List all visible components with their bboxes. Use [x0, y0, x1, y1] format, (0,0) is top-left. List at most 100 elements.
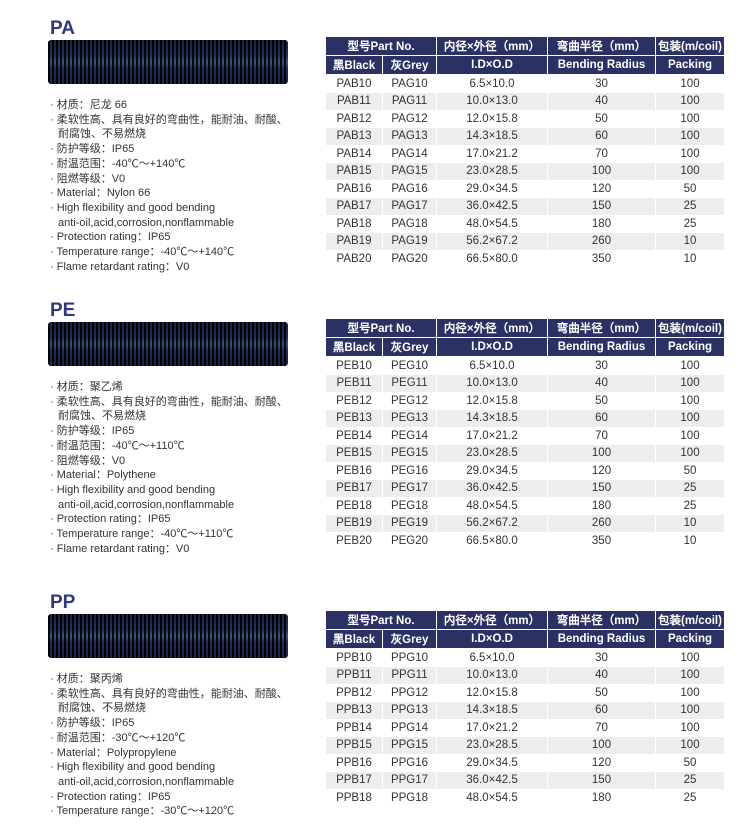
cell-bending-radius: 150: [547, 479, 656, 497]
header-packing: 包装(m/coil): [655, 610, 725, 630]
cell-bending-radius: 50: [547, 110, 656, 128]
cell-bending-radius: 350: [547, 532, 656, 550]
cell-black-part: PPB15: [325, 736, 383, 754]
cell-bending-radius: 60: [547, 127, 656, 145]
cell-black-part: PPB13: [325, 701, 383, 719]
cell-packing: 100: [655, 110, 725, 128]
spec-item: anti-oil,acid,corrosion,nonflammable: [58, 775, 235, 788]
header-packing-en: Packing: [655, 337, 725, 357]
table-row: PAB14 PAG14 17.0×21.2 70 100: [325, 145, 725, 163]
cell-black-part: PAB13: [325, 127, 383, 145]
spec-item: · 防护等级：IP65: [50, 717, 135, 730]
cell-id-od: 48.0×54.5: [436, 789, 548, 807]
cell-id-od: 14.3×18.5: [436, 409, 548, 427]
header-packing-en: Packing: [655, 629, 725, 649]
cell-black-part: PEB19: [325, 514, 383, 532]
cell-packing: 100: [655, 684, 725, 702]
header-black: 黑Black: [325, 629, 383, 649]
cell-bending-radius: 120: [547, 180, 656, 198]
cell-bending-radius: 60: [547, 409, 656, 427]
cell-packing: 100: [655, 719, 725, 737]
spec-item: · 耐温范围：-40℃～+110℃: [50, 439, 185, 452]
spec-item: · 阻燃等级：V0: [50, 454, 126, 467]
cell-black-part: PAB12: [325, 110, 383, 128]
table-row: PAB12 PAG12 12.0×15.8 50 100: [325, 110, 725, 128]
cell-black-part: PPB10: [325, 648, 383, 667]
cell-packing: 25: [655, 497, 725, 515]
cell-bending-radius: 30: [547, 356, 656, 375]
cell-id-od: 66.5×80.0: [436, 250, 548, 268]
cell-packing: 10: [655, 514, 725, 532]
cell-black-part: PEB18: [325, 497, 383, 515]
spec-item: · 防护等级：IP65: [50, 425, 135, 438]
cell-grey-part: PEG14: [382, 427, 437, 445]
cell-bending-radius: 120: [547, 754, 656, 772]
spec-item: · Protection rating：IP65: [50, 231, 171, 244]
table-row: PPB10 PPG10 6.5×10.0 30 100: [325, 648, 725, 667]
cell-packing: 100: [655, 127, 725, 145]
header-radius: 弯曲半径（mm）: [547, 610, 656, 630]
spec-item: · 防护等级：IP65: [50, 143, 135, 156]
cell-id-od: 6.5×10.0: [436, 356, 548, 375]
cell-grey-part: PPG12: [382, 684, 437, 702]
spec-item: · 材质：聚乙烯: [50, 381, 123, 393]
cell-id-od: 10.0×13.0: [436, 92, 548, 110]
table-row: PPB13 PPG13 14.3×18.5 60 100: [325, 701, 725, 719]
cell-black-part: PPB18: [325, 789, 383, 807]
cell-black-part: PAB20: [325, 250, 383, 268]
spec-item: · High flexibility and good bending: [50, 201, 216, 214]
cell-grey-part: PPG11: [382, 666, 437, 684]
cell-packing: 50: [655, 462, 725, 480]
cell-bending-radius: 180: [547, 215, 656, 233]
cell-black-part: PAB18: [325, 215, 383, 233]
cell-id-od: 23.0×28.5: [436, 736, 548, 754]
cell-id-od: 23.0×28.5: [436, 444, 548, 462]
cell-grey-part: PEG13: [382, 409, 437, 427]
header-grey: 灰Grey: [382, 629, 437, 649]
cell-id-od: 36.0×42.5: [436, 771, 548, 789]
header-grey: 灰Grey: [382, 337, 437, 357]
spec-item: 耐腐蚀、不易燃烧: [58, 128, 146, 141]
cell-black-part: PAB14: [325, 145, 383, 163]
cell-id-od: 29.0×34.5: [436, 180, 548, 198]
cell-grey-part: PAG14: [382, 145, 437, 163]
table-row: PAB11 PAG11 10.0×13.0 40 100: [325, 92, 725, 110]
cell-grey-part: PEG15: [382, 444, 437, 462]
cell-packing: 100: [655, 145, 725, 163]
spec-item: · Flame retardant rating：V0: [50, 260, 190, 273]
cell-grey-part: PAG18: [382, 215, 437, 233]
cell-packing: 10: [655, 532, 725, 550]
cell-black-part: PEB16: [325, 462, 383, 480]
table-row: PEB13 PEG13 14.3×18.5 60 100: [325, 409, 725, 427]
header-packing-en: Packing: [655, 55, 725, 75]
cell-bending-radius: 150: [547, 197, 656, 215]
table-row: PAB13 PAG13 14.3×18.5 60 100: [325, 127, 725, 145]
conduit-tube-image: [48, 614, 288, 658]
header-radius-en: Bending Radius: [547, 629, 656, 649]
spec-item: · Material：Polythene: [50, 469, 156, 482]
spec-item: · Temperature range：-40℃～+110℃: [50, 528, 234, 541]
cell-id-od: 56.2×67.2: [436, 514, 548, 532]
cell-id-od: 48.0×54.5: [436, 497, 548, 515]
cell-black-part: PPB14: [325, 719, 383, 737]
cell-black-part: PAB19: [325, 232, 383, 250]
cell-black-part: PEB17: [325, 479, 383, 497]
header-black: 黑Black: [325, 337, 383, 357]
header-id-od-en: I.D×O.D: [436, 337, 548, 357]
conduit-tube-image: [48, 40, 288, 84]
cell-grey-part: PEG19: [382, 514, 437, 532]
cell-bending-radius: 150: [547, 771, 656, 789]
table-row: PEB15 PEG15 23.0×28.5 100 100: [325, 444, 725, 462]
cell-packing: 100: [655, 736, 725, 754]
cell-id-od: 23.0×28.5: [436, 162, 548, 180]
cell-id-od: 36.0×42.5: [436, 197, 548, 215]
table-row: PAB19 PAG19 56.2×67.2 260 10: [325, 232, 725, 250]
cell-grey-part: PAG11: [382, 92, 437, 110]
cell-packing: 10: [655, 232, 725, 250]
section-title: PA: [50, 18, 75, 39]
header-part-no: 型号Part No.: [325, 36, 437, 56]
table-row: PEB20 PEG20 66.5×80.0 350 10: [325, 532, 725, 550]
cell-packing: 100: [655, 392, 725, 410]
cell-black-part: PPB12: [325, 684, 383, 702]
table-row: PEB10 PEG10 6.5×10.0 30 100: [325, 356, 725, 375]
